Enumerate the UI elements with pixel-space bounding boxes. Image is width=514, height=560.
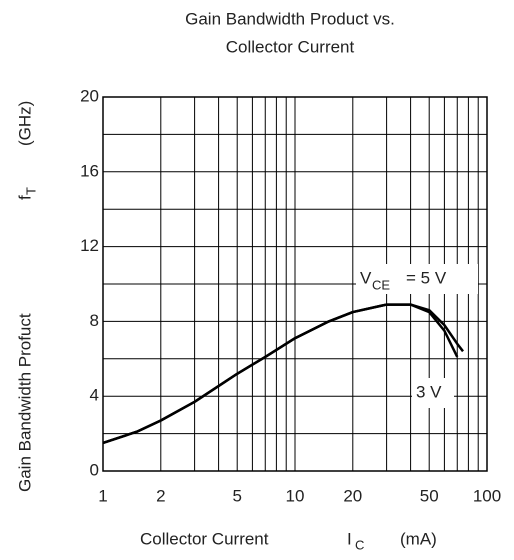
- y-tick-label: 4: [90, 386, 99, 405]
- x-axis-subscript: C: [355, 537, 364, 552]
- y-tick-label: 12: [80, 236, 99, 255]
- x-tick-label: 5: [232, 486, 241, 505]
- x-tick-label: 100: [473, 486, 501, 505]
- series-label-subscript: CE: [372, 277, 390, 292]
- y-axis-subscript: T: [23, 187, 38, 195]
- chart-title: Collector Current: [226, 37, 355, 56]
- x-axis-symbol: I: [347, 529, 352, 548]
- x-tick-label: 50: [420, 486, 439, 505]
- y-axis-label: Gain Bandwidth Profuct: [15, 313, 34, 492]
- chart: Gain Bandwidth Product vs. Collector Cur…: [0, 0, 514, 555]
- x-axis-unit: (mA): [400, 529, 437, 548]
- series-label: V: [360, 268, 372, 287]
- chart-title: Gain Bandwidth Product vs.: [185, 9, 395, 28]
- x-tick-label: 1: [98, 486, 107, 505]
- x-axis-label: Collector Current: [140, 529, 269, 548]
- line: [103, 305, 457, 443]
- y-axis-unit: (GHz): [15, 101, 34, 146]
- x-tick-label: 20: [343, 486, 362, 505]
- y-tick-label: 0: [90, 460, 99, 479]
- x-tick-label: 10: [286, 486, 305, 505]
- y-tick-label: 20: [80, 86, 99, 105]
- y-tick-label: 8: [90, 311, 99, 330]
- series-label: = 5 V: [406, 268, 447, 287]
- y-tick-label: 16: [80, 161, 99, 180]
- x-tick-label: 2: [156, 486, 165, 505]
- y-axis-label-group: Gain Bandwidth Profuct f T (GHz): [15, 101, 38, 492]
- series-label: 3 V: [416, 382, 442, 401]
